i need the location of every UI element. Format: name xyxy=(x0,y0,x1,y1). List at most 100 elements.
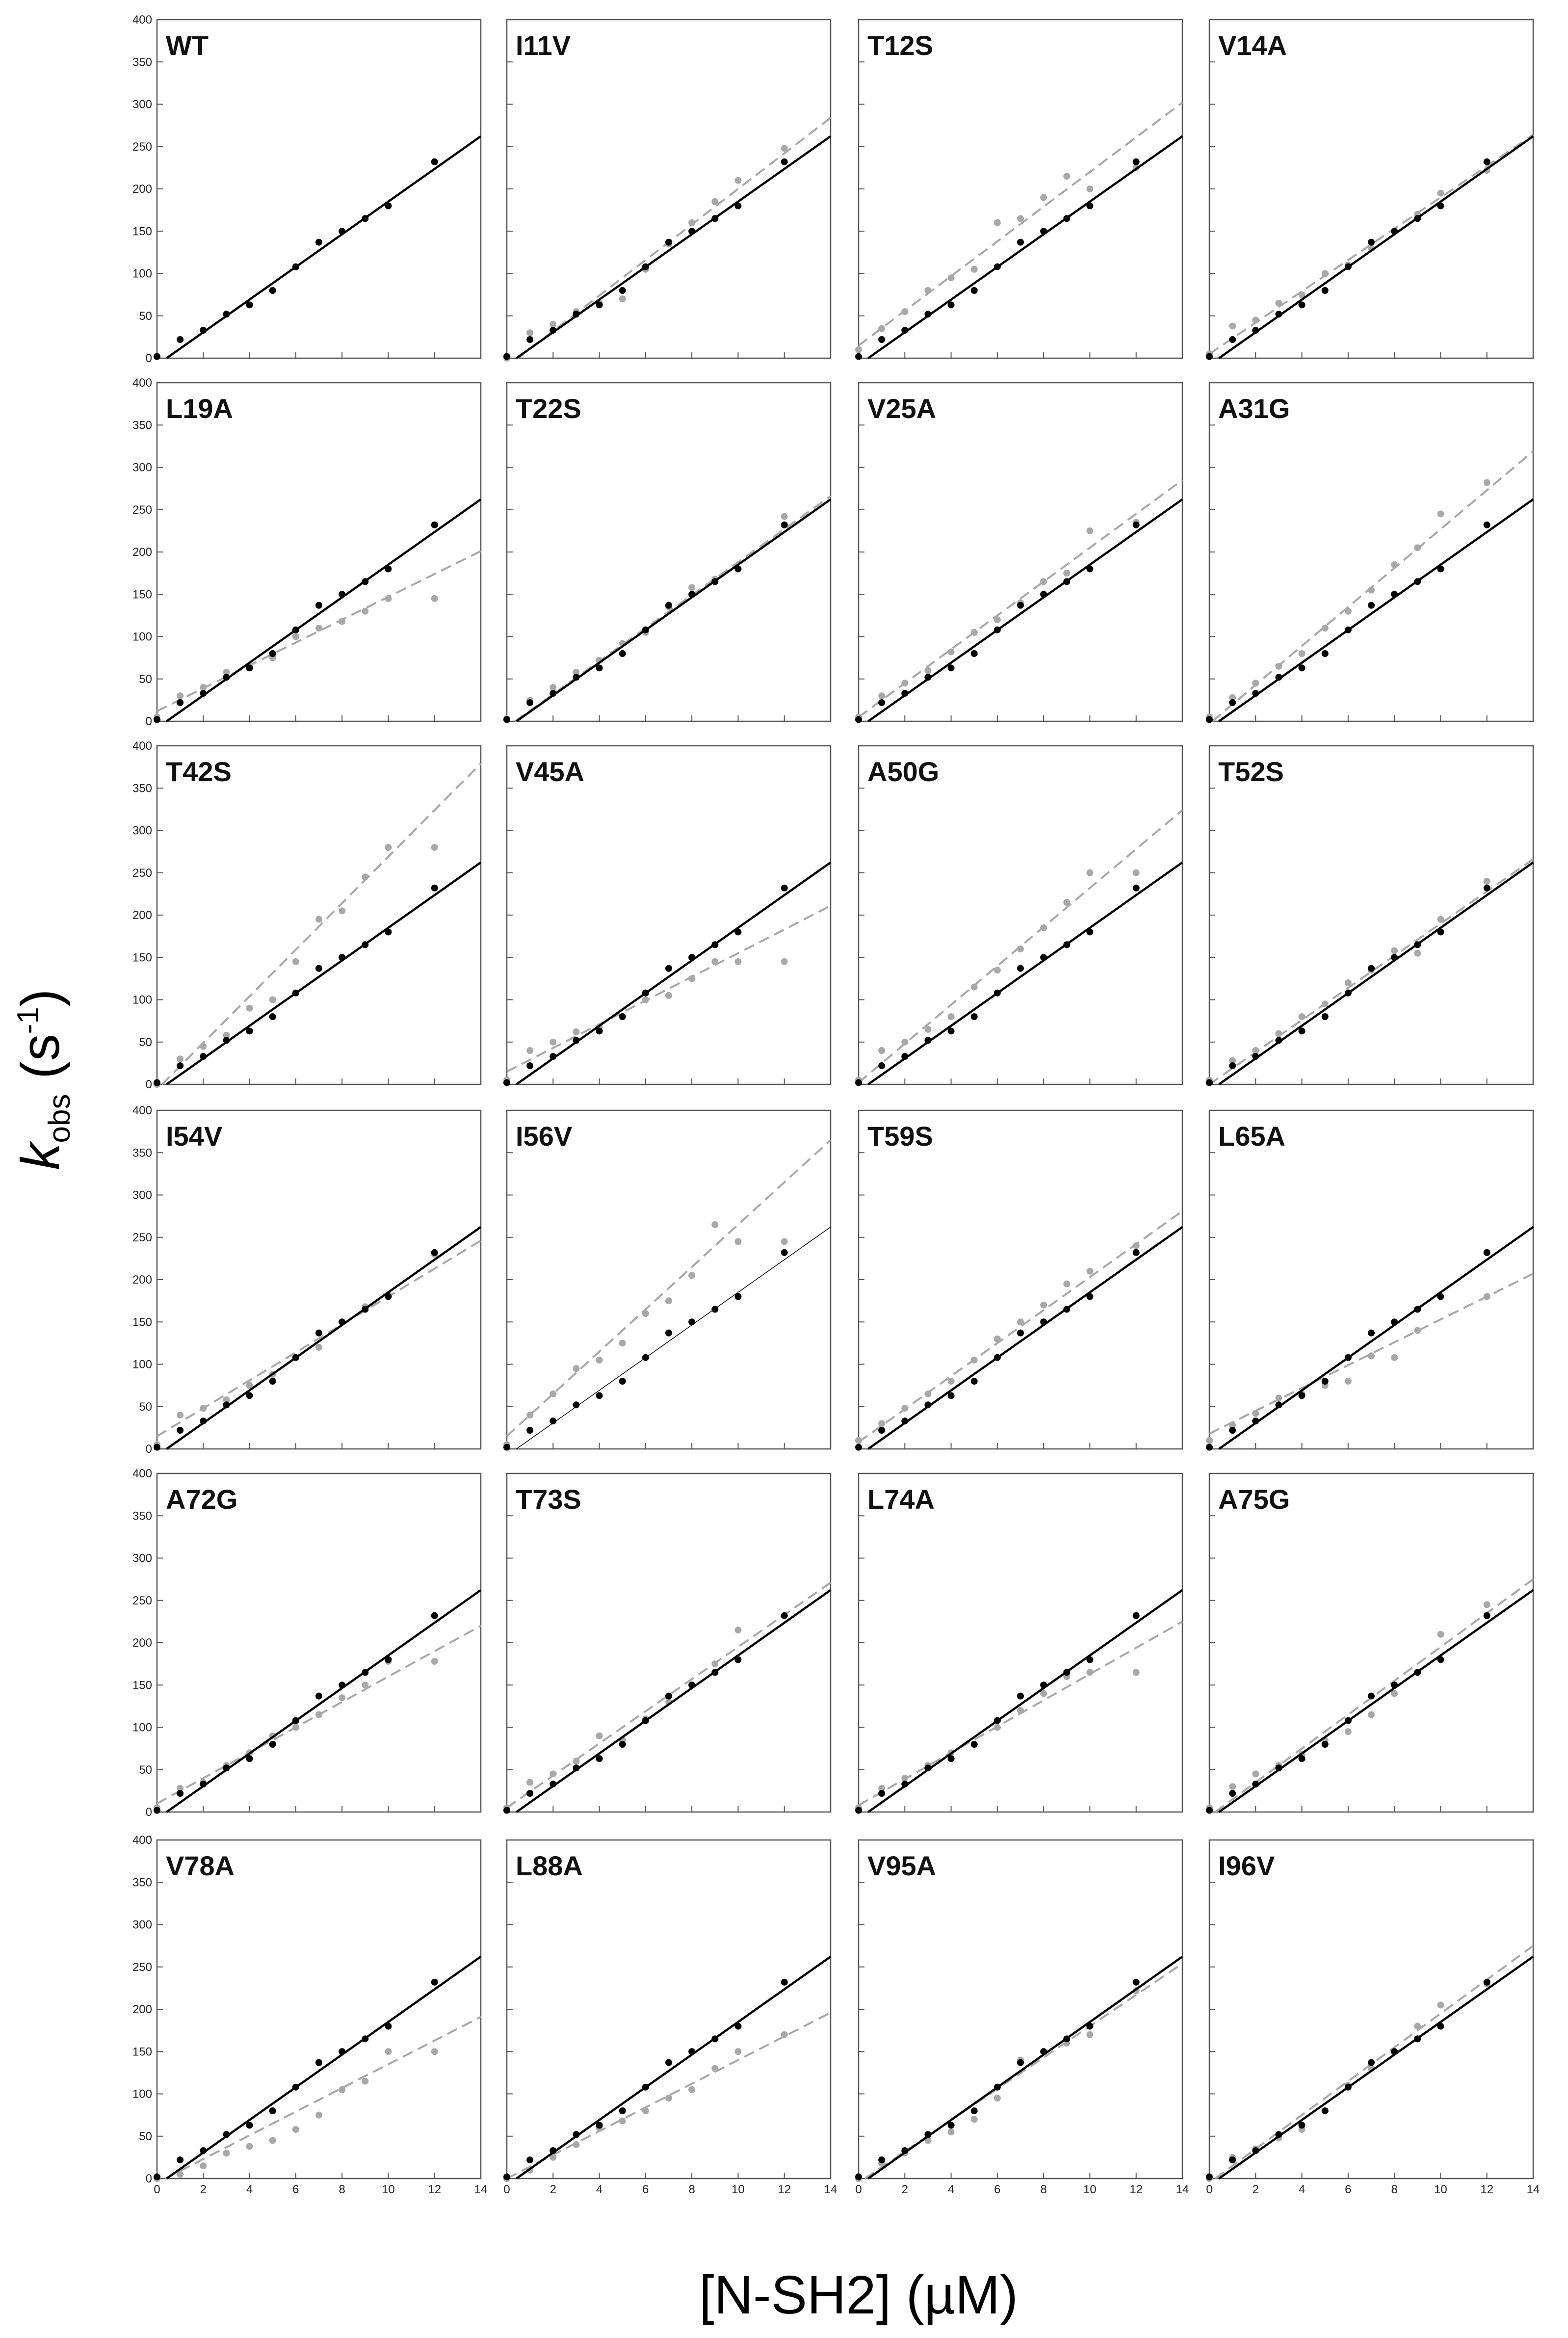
wild-type-data-point xyxy=(1437,565,1444,573)
mutant-data-point xyxy=(549,1038,557,1046)
mutant-data-point xyxy=(177,1055,184,1063)
wild-type-data-point xyxy=(1437,1293,1444,1300)
wild-type-data-point xyxy=(688,228,696,235)
mutant-data-point xyxy=(177,692,184,700)
wild-type-data-point xyxy=(339,2048,346,2055)
mutant-data-point xyxy=(901,680,909,687)
wild-type-fit-line xyxy=(1218,1589,1534,1813)
wild-type-data-point xyxy=(269,2107,276,2114)
wild-type-data-point xyxy=(665,2059,672,2066)
y-tick-label: 250 xyxy=(132,1594,152,1607)
wild-type-data-point xyxy=(711,215,719,222)
wild-type-data-point xyxy=(1344,1717,1352,1724)
mutant-data-point xyxy=(1206,1437,1213,1444)
wild-type-data-point xyxy=(596,664,603,672)
wild-type-data-point xyxy=(223,2131,230,2138)
mutant-data-point xyxy=(970,1356,978,1364)
panel: T73S xyxy=(503,1472,832,1814)
panel: A50G xyxy=(855,745,1183,1086)
y-tick-label: 150 xyxy=(132,588,152,601)
wild-type-data-point xyxy=(1483,1612,1490,1619)
mutant-data-point xyxy=(246,2143,253,2150)
wild-type-data-point xyxy=(1132,521,1140,528)
wild-type-fit-line xyxy=(516,1955,832,2180)
wild-type-fit-line xyxy=(516,861,832,1085)
wild-type-data-point xyxy=(1229,2156,1236,2164)
wild-type-data-point xyxy=(1391,1318,1398,1326)
mutant-fit-line xyxy=(1211,450,1534,722)
y-tick-label: 150 xyxy=(132,1679,152,1692)
mutant-data-point xyxy=(1017,1318,1024,1326)
wild-type-data-point xyxy=(1483,1978,1490,1986)
wild-type-data-point xyxy=(970,650,978,657)
y-tick-label: 100 xyxy=(132,630,152,644)
panel-title: I11V xyxy=(516,30,571,61)
wild-type-data-point xyxy=(223,674,230,681)
mutant-data-point xyxy=(573,668,580,676)
x-tick-label: 0 xyxy=(855,2183,862,2196)
mutant-data-point xyxy=(1368,1711,1375,1718)
mutant-data-point xyxy=(1321,270,1329,277)
mutant-data-point xyxy=(1437,510,1444,518)
wild-type-data-point xyxy=(924,2131,932,2138)
y-axis-title: kobs (s-1) xyxy=(10,989,77,1170)
mutant-data-point xyxy=(1132,869,1140,876)
wild-type-data-point xyxy=(1132,1249,1140,1256)
wild-type-fit-line xyxy=(516,498,832,722)
mutant-data-point xyxy=(734,177,742,184)
mutant-data-point xyxy=(993,616,1001,623)
wild-type-data-point xyxy=(947,1755,955,1762)
wild-type-fit-line xyxy=(166,1226,482,1450)
mutant-data-point xyxy=(970,2116,978,2123)
wild-type-data-point xyxy=(573,1037,580,1044)
wild-type-data-point xyxy=(315,1329,322,1337)
mutant-data-point xyxy=(901,1775,909,1782)
mutant-data-point xyxy=(993,967,1001,974)
wild-type-data-point xyxy=(924,1401,932,1409)
mutant-data-point xyxy=(362,607,369,615)
mutant-data-point xyxy=(526,1412,534,1419)
wild-type-data-point xyxy=(573,1764,580,1772)
wild-type-data-point xyxy=(246,1027,253,1035)
y-tick-label: 50 xyxy=(139,1400,152,1414)
wild-type-data-point xyxy=(781,1249,788,1256)
wild-type-data-point xyxy=(781,521,788,528)
wild-type-data-point xyxy=(1437,1656,1444,1663)
wild-type-data-point xyxy=(549,2147,557,2154)
wild-type-data-point xyxy=(665,602,672,609)
wild-type-data-point xyxy=(1252,1418,1259,1425)
wild-type-data-point xyxy=(1252,2147,1259,2154)
mutant-data-point xyxy=(1252,1770,1259,1778)
y-tick-label: 0 xyxy=(146,1806,152,1819)
mutant-data-point xyxy=(1086,1267,1094,1275)
wild-type-data-point xyxy=(642,1354,649,1361)
mutant-data-point xyxy=(526,329,534,337)
mutant-data-point xyxy=(1368,1352,1375,1360)
wild-type-data-point xyxy=(339,1681,346,1689)
wild-type-data-point xyxy=(1368,965,1375,972)
y-tick-label: 50 xyxy=(139,310,152,323)
wild-type-data-point xyxy=(200,1781,207,1788)
wild-type-data-point xyxy=(924,1037,932,1044)
x-tick-label: 8 xyxy=(688,2183,695,2196)
panel: 0 50 100 150 200 250 300 350 400 A72G xyxy=(132,1467,482,1819)
mutant-data-point xyxy=(1368,586,1375,594)
panel-title: T42S xyxy=(166,756,232,787)
mutant-data-point xyxy=(711,958,719,965)
mutant-data-point xyxy=(734,2048,742,2055)
wild-type-data-point xyxy=(1368,238,1375,246)
wild-type-data-point xyxy=(924,1764,932,1772)
mutant-data-point xyxy=(223,668,230,676)
mutant-data-point xyxy=(970,629,978,636)
wild-type-data-point xyxy=(177,1427,184,1434)
wild-type-data-point xyxy=(878,336,886,343)
y-tick-label: 350 xyxy=(132,1146,152,1159)
mutant-data-point xyxy=(526,1779,534,1786)
mutant-data-point xyxy=(1298,1013,1306,1020)
wild-type-data-point xyxy=(619,1378,626,1385)
mutant-data-point xyxy=(1275,1030,1282,1037)
wild-type-data-point xyxy=(1368,1329,1375,1337)
wild-type-data-point xyxy=(292,1717,299,1724)
panel: T59S xyxy=(855,1109,1183,1451)
wild-type-data-point xyxy=(970,1741,978,1748)
